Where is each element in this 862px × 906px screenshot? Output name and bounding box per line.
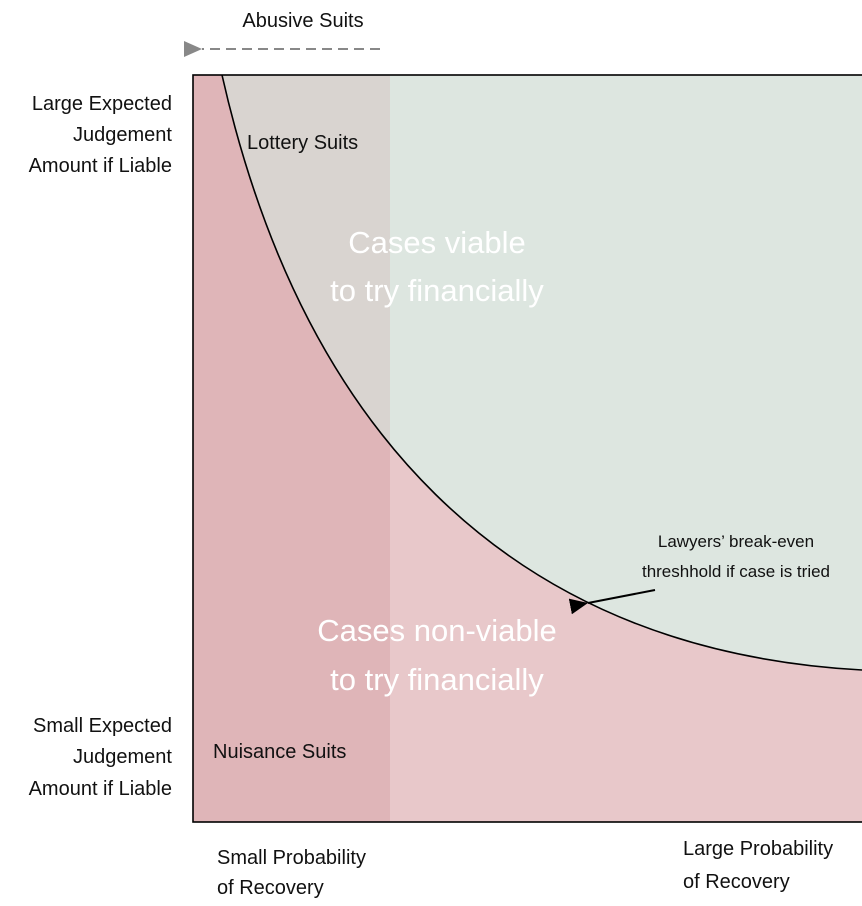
y-top-label: Amount if Liable	[29, 155, 172, 177]
y-top-label: Judgement	[73, 124, 172, 146]
break-even-curve	[221, 74, 862, 671]
curve-label: Lawyers’ break-even	[658, 532, 814, 551]
nuisance-region	[193, 75, 390, 822]
frame	[192, 74, 862, 823]
top-label: Abusive Suits	[242, 10, 363, 32]
viable-label: to try financially	[330, 273, 544, 308]
lottery-region	[222, 75, 390, 445]
curve-label: threshhold if case is tried	[642, 562, 830, 581]
y-bottom-label: Amount if Liable	[29, 778, 172, 800]
x-right-label: Large Probability	[683, 838, 833, 860]
non-viable-label: Cases non-viable	[317, 613, 557, 648]
x-left-label: of Recovery	[217, 877, 324, 899]
curve-pointer	[568, 589, 656, 615]
nuisance-label: Nuisance Suits	[213, 741, 346, 763]
viable-label: Cases viable	[348, 225, 525, 260]
x-right-label: of Recovery	[683, 871, 790, 893]
non-viable-label: to try financially	[330, 662, 544, 697]
y-top-label: Large Expected	[32, 93, 172, 115]
y-bottom-label: Judgement	[73, 746, 172, 768]
y-bottom-label: Small Expected	[33, 715, 172, 737]
x-left-label: Small Probability	[217, 847, 366, 869]
lottery-label: Lottery Suits	[247, 132, 358, 154]
